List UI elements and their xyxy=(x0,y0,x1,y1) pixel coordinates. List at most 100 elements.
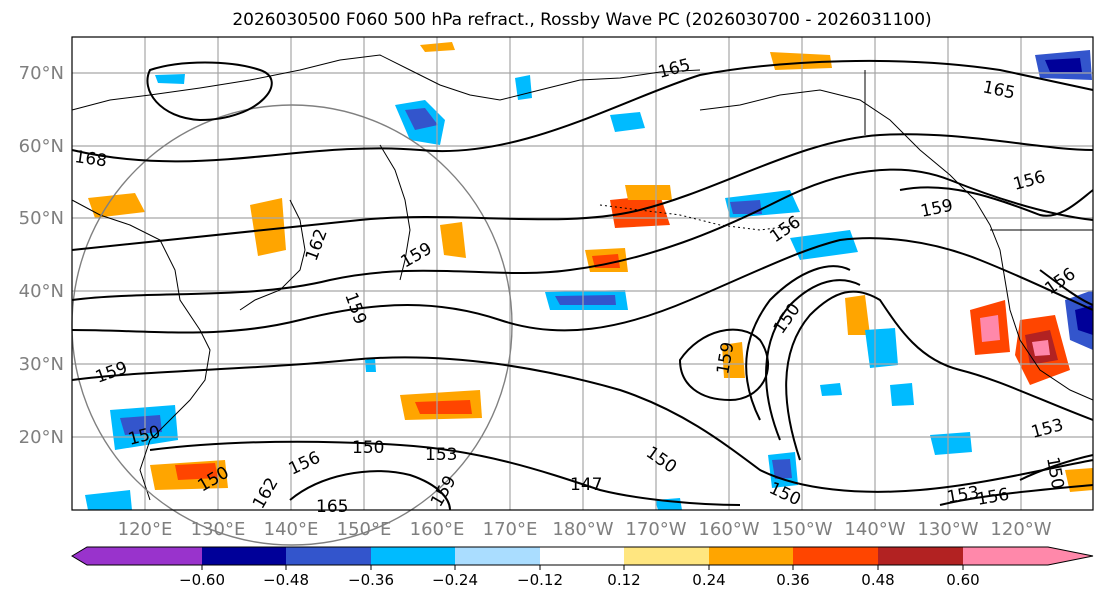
lat-label: 40°N xyxy=(19,281,64,302)
contour-label: 150 xyxy=(352,438,384,458)
anomaly-patch xyxy=(440,222,466,258)
colorbar-box xyxy=(624,547,709,565)
latitude-labels: 70°N 60°N 50°N 40°N 30°N 20°N xyxy=(19,63,64,448)
map-frame xyxy=(71,36,1094,511)
lat-label: 60°N xyxy=(19,136,64,157)
anomaly-patch xyxy=(610,112,645,132)
contour-line xyxy=(678,328,770,402)
colorbar-tick-label: −0.60 xyxy=(179,571,225,589)
contour-line xyxy=(765,279,861,441)
colorbar-tick-label: 0.12 xyxy=(607,571,640,589)
anomaly-patch xyxy=(1075,305,1093,335)
contour-line xyxy=(146,61,273,122)
lat-label: 50°N xyxy=(19,208,64,229)
contour-line xyxy=(745,265,851,421)
anomaly-patch xyxy=(865,328,898,368)
lon-label: 170°E xyxy=(483,519,538,540)
coastlines xyxy=(71,54,1094,501)
coastline xyxy=(699,89,1094,401)
lon-label: 120°E xyxy=(118,519,173,540)
anomaly-patch xyxy=(88,193,145,218)
anomaly-patch xyxy=(175,463,218,480)
lat-label: 20°N xyxy=(19,427,64,448)
contour-lines xyxy=(71,59,1094,511)
coastline xyxy=(599,204,801,231)
colorbar-extend-low xyxy=(72,547,87,565)
anomaly-patch xyxy=(930,432,972,455)
lon-label: 130°W xyxy=(917,519,978,540)
contour-line xyxy=(71,237,1094,334)
anomaly-patch xyxy=(722,342,745,378)
contour-line xyxy=(71,59,1094,163)
anomaly-patch xyxy=(980,315,1000,342)
colorbar-box xyxy=(793,547,878,565)
colorbar-tick-label: 0.24 xyxy=(692,571,725,589)
colorbar-tick-label: 0.48 xyxy=(861,571,894,589)
contour-label: 147 xyxy=(570,475,602,495)
map-plot-area: 165 165 168 156 159 156 162 159 159 150 … xyxy=(71,36,1094,546)
anomaly-patch xyxy=(820,383,842,396)
contour-label: 153 xyxy=(425,445,457,465)
colorbar-box xyxy=(963,547,1048,565)
coastline xyxy=(71,54,701,111)
anomaly-patch xyxy=(365,358,376,372)
colorbar-box xyxy=(709,547,793,565)
colorbar-tick-label: −0.36 xyxy=(348,571,394,589)
anomaly-patch xyxy=(770,52,832,70)
map-title: 2026030500 F060 500 hPa refract., Rossby… xyxy=(232,10,931,30)
contour-label: 168 xyxy=(73,147,108,171)
coastline xyxy=(379,144,411,281)
colorbar-box xyxy=(286,547,371,565)
anomaly-patch xyxy=(120,415,162,435)
lon-label: 140°E xyxy=(264,519,319,540)
lon-label: 120°W xyxy=(990,519,1051,540)
colorbar-tick-label: −0.12 xyxy=(517,571,563,589)
lon-label: 160°W xyxy=(698,519,759,540)
anomaly-patch xyxy=(772,459,792,479)
colorbar-tick-label: −0.24 xyxy=(432,571,478,589)
anomaly-patch xyxy=(730,200,762,214)
anomaly-patch xyxy=(155,74,185,84)
shaded-anomalies xyxy=(85,42,1093,510)
anomaly-patch xyxy=(1045,58,1082,72)
colorbar-box xyxy=(87,547,202,565)
lon-label: 170°W xyxy=(625,519,686,540)
lon-label: 180°W xyxy=(552,519,613,540)
anomaly-patch xyxy=(85,490,132,510)
contour-label: 165 xyxy=(316,497,348,517)
coastline xyxy=(71,199,211,501)
lat-label: 70°N xyxy=(19,63,64,84)
anomaly-patch xyxy=(1032,340,1050,356)
colorbar-tick-label: −0.48 xyxy=(263,571,309,589)
coastline xyxy=(239,199,306,311)
contour-line xyxy=(785,290,1094,461)
lon-label: 150°W xyxy=(771,519,832,540)
colorbar: −0.60 −0.48 −0.36 −0.24 −0.12 0.12 0.24 0.36 0.4… xyxy=(71,546,1094,589)
anomaly-patch xyxy=(415,400,472,414)
colorbar-box xyxy=(371,547,455,565)
colorbar-outline xyxy=(71,546,1094,566)
colorbar-extend-high xyxy=(1048,547,1093,565)
contour-line xyxy=(939,484,1094,506)
lon-label: 130°E xyxy=(191,519,246,540)
lon-label: 140°W xyxy=(844,519,905,540)
contour-line xyxy=(1019,454,1094,481)
contour-line xyxy=(71,133,1094,251)
colorbar-box xyxy=(455,547,540,565)
contour-line xyxy=(289,470,451,511)
lon-label: 160°E xyxy=(410,519,465,540)
contour-line xyxy=(71,168,1094,301)
anomaly-patch xyxy=(515,75,532,100)
anomaly-patch xyxy=(625,185,672,200)
anomaly-patch xyxy=(845,295,870,335)
colorbar-tick-label: 0.36 xyxy=(776,571,809,589)
colorbar-box xyxy=(540,547,624,565)
anomaly-patch xyxy=(610,195,670,228)
contour-line xyxy=(149,440,741,506)
anomaly-patch xyxy=(250,198,286,256)
anomaly-patch xyxy=(405,108,438,130)
anomaly-patch xyxy=(1065,468,1093,492)
contour-line xyxy=(1039,269,1094,306)
